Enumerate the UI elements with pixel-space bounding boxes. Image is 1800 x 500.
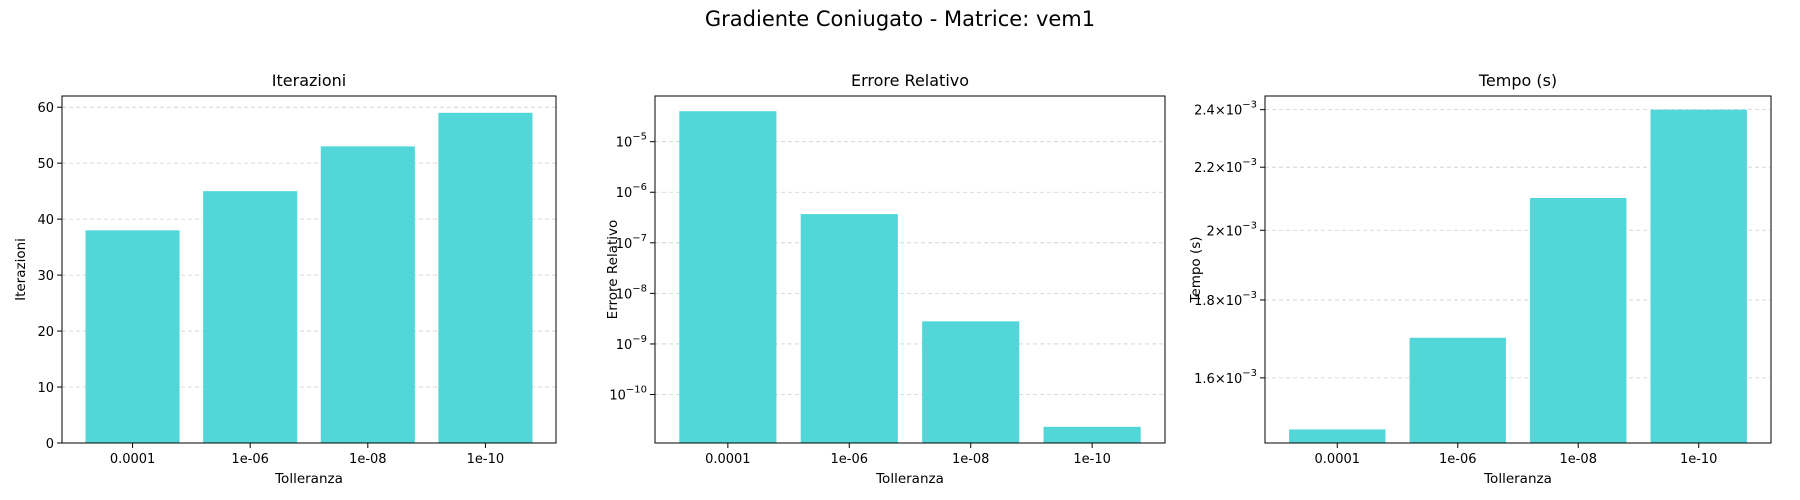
y-tick-label: 30 [37, 269, 54, 284]
plot-frame [1264, 95, 1772, 444]
bar-1e-06 [203, 191, 298, 443]
x-tick-label: 1e-10 [467, 452, 505, 467]
y-tick-label: 10−6 [616, 182, 647, 201]
bar-1e-06 [1409, 337, 1506, 443]
y-axis-label: Iterazioni [13, 238, 29, 301]
y-tick-label: 10−5 [616, 132, 647, 151]
plot-frame [654, 95, 1166, 444]
x-tick-label: 1e-06 [231, 452, 269, 467]
x-tick-label: 1e-10 [1680, 452, 1718, 467]
y-tick-label: 50 [37, 157, 54, 172]
y-tick-label: 10−9 [616, 334, 647, 353]
x-tick-label: 1e-08 [1559, 452, 1597, 467]
bar-1e-08 [922, 321, 1020, 443]
bar-1e-10 [1043, 426, 1141, 443]
bar-0.0001 [679, 111, 777, 443]
subplot-title: Iterazioni [272, 71, 346, 90]
plot-frame [61, 95, 557, 444]
bar-1e-08 [1530, 197, 1627, 443]
subplot-3: 1.6×10−3 1.8×10−3 2×10−3 2.2×10−3 2.4×10−3 0.… [1188, 71, 1772, 487]
x-tick-label: 0.0001 [705, 452, 751, 467]
y-tick-label: 2×10−3 [1207, 220, 1257, 239]
x-axis-label: Tolleranza [1483, 471, 1552, 487]
y-tick-label: 40 [37, 213, 54, 228]
y-axis-label: Tempo (s) [1188, 236, 1204, 303]
y-tick-label: 0 [46, 437, 54, 452]
x-tick-label: 1e-08 [349, 452, 387, 467]
x-tick-label: 1e-08 [952, 452, 990, 467]
bar-0.0001 [85, 230, 180, 443]
x-axis-label: Tolleranza [875, 471, 944, 487]
y-tick-label: 2.2×10−3 [1194, 157, 1257, 176]
bar-1e-08 [320, 146, 415, 443]
x-tick-label: 0.0001 [110, 452, 156, 467]
y-tick-label: 1.6×10−3 [1194, 368, 1257, 387]
figure-suptitle: Gradiente Coniugato - Matrice: vem1 [705, 7, 1095, 31]
subplot-1: 0 10 20 30 40 50 60 0.0001 1e-06 1e-08 1e-10 Iteraz… [13, 71, 557, 487]
y-tick-label: 2.4×10−3 [1194, 100, 1257, 119]
x-tick-label: 0.0001 [1315, 452, 1361, 467]
y-tick-label: 1.8×10−3 [1194, 290, 1257, 309]
x-tick-label: 1e-06 [1439, 452, 1477, 467]
subplot-title: Tempo (s) [1478, 71, 1557, 90]
bar-1e-10 [438, 112, 533, 444]
y-tick-label: 10−10 [609, 385, 647, 404]
bar-1e-06 [800, 214, 898, 443]
x-axis-label: Tolleranza [274, 471, 343, 487]
y-tick-label: 10 [37, 381, 54, 396]
y-tick-label: 10−7 [616, 233, 647, 252]
subplot-title: Errore Relativo [851, 71, 969, 90]
y-tick-label: 20 [37, 325, 54, 340]
y-axis-label: Errore Relativo [605, 220, 621, 320]
x-tick-label: 1e-10 [1073, 452, 1111, 467]
y-tick-label: 60 [37, 101, 54, 116]
subplot-2: 10−5 10−6 10−7 10−8 10−9 10−10 0.0001 1e-06 1e-0… [605, 71, 1166, 487]
bar-0.0001 [1289, 429, 1386, 443]
y-tick-label: 10−8 [616, 283, 647, 302]
bar-1e-10 [1650, 109, 1747, 444]
x-tick-label: 1e-06 [831, 452, 869, 467]
